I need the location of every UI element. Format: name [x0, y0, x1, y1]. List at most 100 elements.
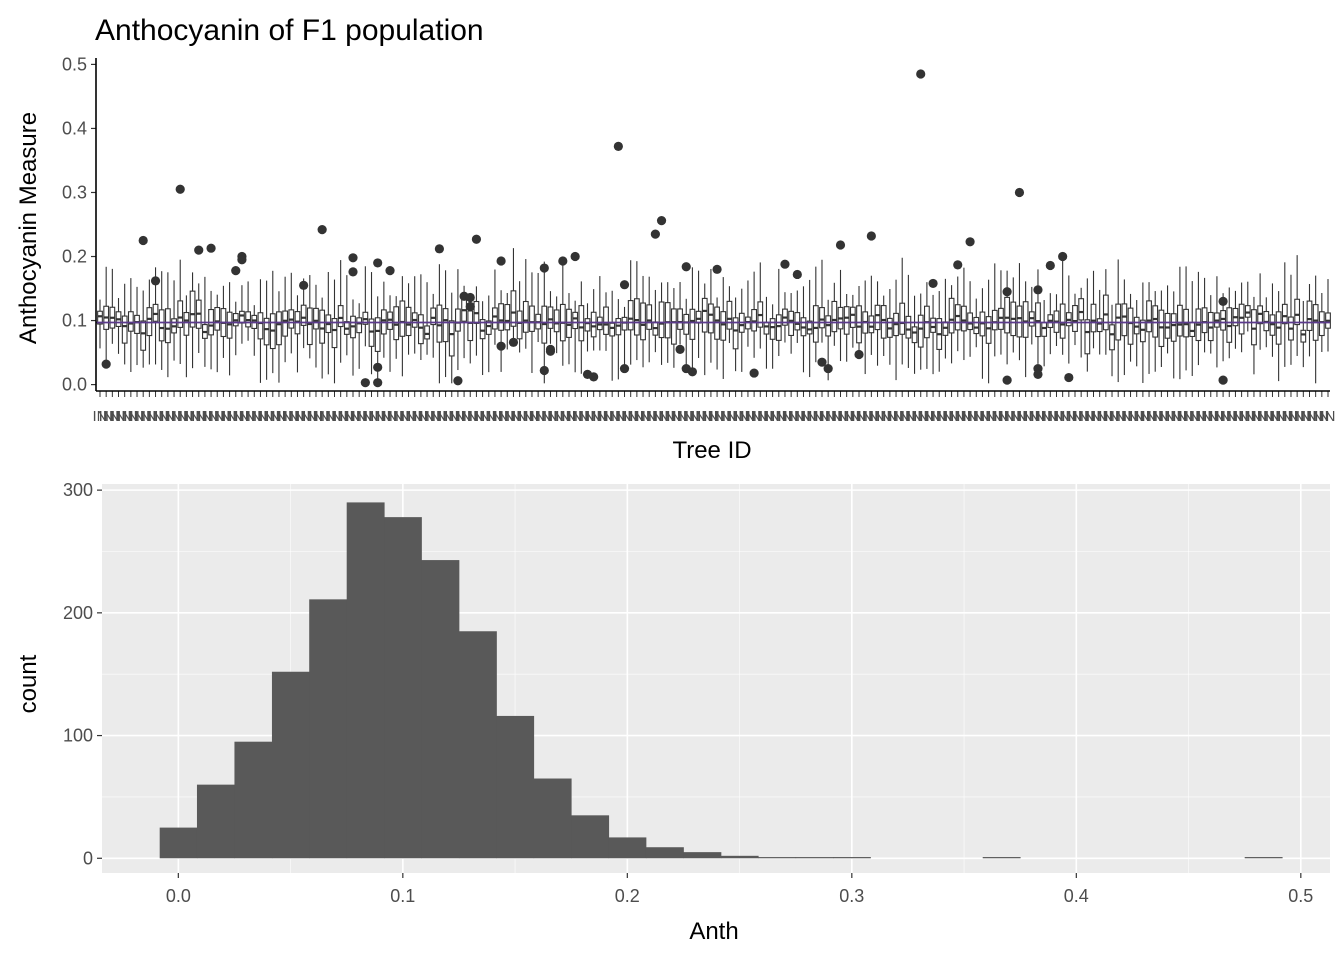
boxplot-iqr-box	[189, 290, 196, 328]
boxplot-iqr-box	[442, 308, 449, 343]
boxplot-iqr-box	[701, 297, 708, 333]
boxplot-iqr-box	[1164, 312, 1171, 339]
boxplot-iqr-box	[1244, 305, 1251, 318]
boxplot-x-tick-label: IN	[734, 408, 749, 425]
boxplot-iqr-box	[751, 309, 758, 332]
histogram-y-ticks: 0 100 200 300	[63, 480, 102, 868]
boxplot-iqr-box	[726, 300, 733, 330]
boxplot-x-tick-label: IN	[1148, 408, 1163, 425]
boxplot-x-tick-label: IN	[130, 408, 145, 425]
boxplot-x-tick-label: IN	[580, 408, 595, 425]
boxplot-box	[633, 261, 640, 361]
boxplot-iqr-box	[948, 297, 955, 334]
boxplot-iqr-box	[1121, 303, 1128, 337]
chart-title: Anthocyanin of F1 population	[95, 14, 484, 47]
boxplot-iqr-box	[300, 304, 307, 326]
boxplot-outlier-point	[317, 225, 327, 235]
boxplot-iqr-box	[788, 310, 795, 336]
boxplot-iqr-box	[214, 306, 221, 331]
boxplot-x-tick-label: IN	[938, 408, 953, 425]
boxplot-x-tick-label: IN	[160, 408, 175, 425]
boxplot-box	[584, 303, 591, 352]
boxplot-outlier-point	[1058, 251, 1068, 262]
boxplot-iqr-box	[1318, 311, 1325, 337]
boxplot-outlier-point	[299, 280, 309, 290]
boxplot-box	[1102, 269, 1109, 355]
boxplot-box	[689, 267, 696, 370]
boxplot-box	[1078, 287, 1085, 358]
histogram-x-axis-label: Anth	[689, 918, 738, 945]
boxplot-iqr-box	[356, 317, 363, 334]
boxplot-outlier-point	[650, 229, 660, 239]
boxplot-box	[1016, 263, 1023, 361]
boxplot-outlier-point	[471, 234, 482, 244]
boxplot-x-tick-label: IN	[413, 408, 428, 425]
boxplot-x-tick-label: IN	[444, 408, 459, 425]
boxplot-box	[1251, 296, 1257, 375]
histogram-bar	[346, 502, 385, 859]
boxplot-box	[331, 279, 338, 384]
boxplot-x-tick-label: IN	[765, 408, 780, 425]
boxplot-iqr-box	[775, 314, 782, 341]
boxplot-box	[177, 259, 184, 364]
boxplot-box	[948, 285, 955, 364]
boxplot-x-tick-label: IN	[1055, 408, 1070, 425]
boxplot-box	[757, 262, 764, 349]
boxplot-box	[1207, 295, 1214, 354]
boxplot-x-tick-label: IN	[710, 408, 725, 425]
boxplot-y-ticks: 0.0 0.1 0.2 0.3 0.4 0.5	[62, 54, 96, 395]
boxplot-x-tick-label: IN	[950, 408, 965, 425]
histogram-y-axis-label: count	[15, 654, 42, 713]
boxplot-iqr-box	[806, 320, 813, 335]
boxplot-box	[164, 272, 171, 378]
boxplot-iqr-box	[708, 303, 714, 334]
boxplot-iqr-box	[257, 312, 264, 340]
boxplot-iqr-box	[399, 300, 406, 337]
boxplot-x-tick-label: IN	[1043, 408, 1058, 425]
boxplot-x-tick-label: IN	[1154, 408, 1169, 425]
boxplot-iqr-box	[485, 320, 492, 335]
boxplot-x-tick-label: IN	[179, 408, 194, 425]
boxplot-iqr-box	[134, 314, 140, 334]
boxplot-x-tick-label: IN	[1209, 408, 1224, 425]
boxplot-x-tick-label: IN	[407, 408, 422, 425]
boxplot-iqr-box	[1170, 313, 1177, 342]
boxplot-iqr-box	[1035, 302, 1041, 338]
boxplot-box	[745, 280, 751, 347]
boxplot-box	[1177, 266, 1183, 380]
boxplot-iqr-box	[646, 304, 653, 330]
boxplot-box	[961, 267, 967, 361]
boxplot-box	[726, 286, 733, 344]
boxplot-outlier-point	[194, 245, 204, 255]
boxplot-outlier-point	[138, 235, 148, 246]
histogram-bar	[234, 741, 273, 859]
boxplot-box	[183, 295, 190, 378]
boxplot-x-tick-label: IN	[1296, 408, 1311, 425]
boxplot-x-tick-label: IN	[864, 408, 879, 425]
boxplot-box	[1183, 266, 1189, 371]
boxplot-box	[1257, 273, 1264, 350]
boxplot-box	[115, 298, 122, 354]
boxplot-outlier-point	[539, 263, 549, 273]
boxplot-box	[621, 306, 628, 368]
boxplot-box	[1214, 276, 1220, 368]
boxplot-box	[430, 293, 437, 358]
boxplot-x-tick-label: IN	[259, 408, 274, 425]
histogram-x-tick-label: 0.3	[839, 886, 864, 906]
boxplot-x-tick-label: IN	[302, 408, 317, 425]
boxplot-x-tick-label: IN	[703, 408, 718, 425]
boxplot-outlier-point	[508, 337, 519, 347]
boxplot-x-tick-label: IN	[1222, 408, 1237, 425]
boxplot-iqr-box	[621, 316, 628, 331]
boxplot-outlier-point	[434, 244, 444, 254]
boxplot-box	[1170, 291, 1177, 379]
boxplot-iqr-box	[1152, 305, 1159, 338]
boxplot-iqr-box	[1281, 303, 1288, 325]
boxplot-box	[337, 260, 344, 363]
boxplot-x-tick-label: IN	[827, 408, 842, 425]
boxplot-x-tick-label: IN	[561, 408, 576, 425]
boxplot-x-tick-label: IN	[500, 408, 515, 425]
boxplot-iqr-box	[831, 300, 838, 333]
boxplot-box	[683, 298, 690, 367]
boxplot-x-tick-label: IN	[895, 408, 910, 425]
